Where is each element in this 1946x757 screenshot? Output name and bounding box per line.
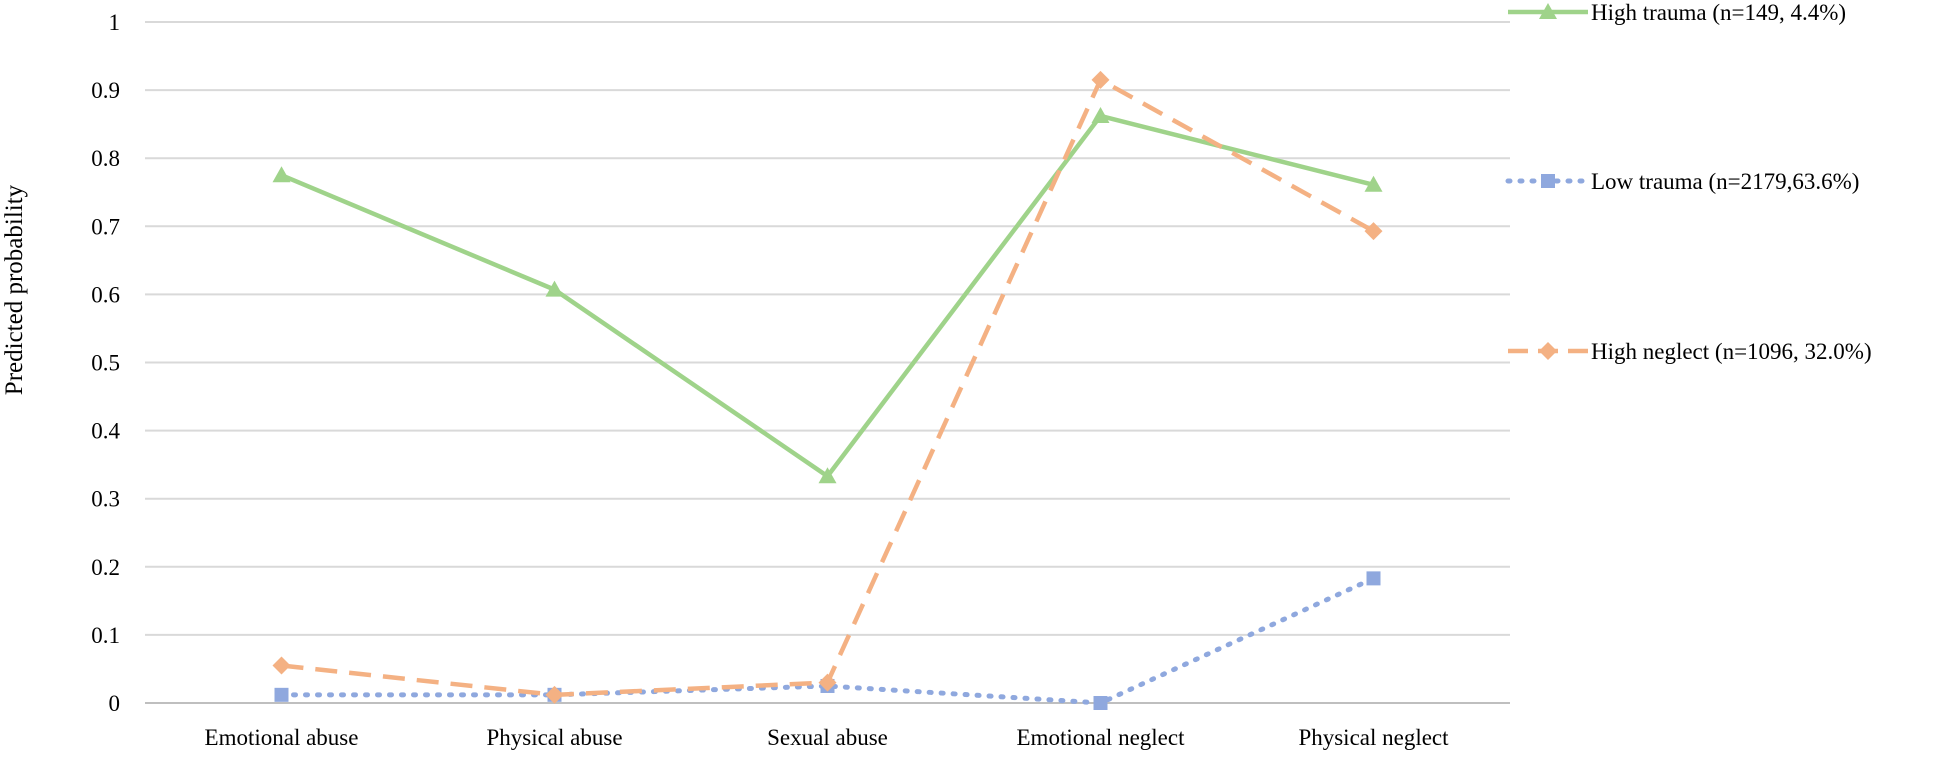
y-tick-label: 1 <box>109 10 121 35</box>
y-axis-title: Predicted probability <box>1 184 28 395</box>
data-point <box>818 673 837 692</box>
series-0 <box>272 106 1383 484</box>
y-tick-label: 0.2 <box>91 555 120 580</box>
y-tick-label: 0.8 <box>91 146 120 171</box>
series-line <box>281 77 1375 698</box>
legend-label: High trauma (n=149, 4.4%) <box>1591 0 1846 25</box>
data-point <box>1091 106 1110 123</box>
y-tick-label: 0 <box>109 691 121 716</box>
y-tick-label: 0.9 <box>91 78 120 103</box>
y-tick-label: 0.7 <box>91 214 120 239</box>
x-category-label: Physical neglect <box>1298 725 1449 750</box>
data-point <box>545 685 564 704</box>
data-point <box>1364 222 1383 241</box>
series-line <box>279 575 1376 706</box>
data-point <box>1366 571 1381 586</box>
data-point <box>1364 175 1383 192</box>
y-tick-label: 0.1 <box>91 623 120 648</box>
legend-label: Low trauma (n=2179,63.6%) <box>1591 169 1859 194</box>
legend-marker <box>1541 174 1555 188</box>
series-lines <box>272 70 1383 710</box>
data-point <box>1091 70 1110 89</box>
legend-item: Low trauma (n=2179,63.6%) <box>1505 169 1859 194</box>
legend-marker <box>1539 342 1557 360</box>
data-point <box>545 280 564 297</box>
data-point <box>274 687 289 702</box>
x-category-label: Emotional neglect <box>1017 725 1186 750</box>
series-line <box>280 113 1375 479</box>
data-point <box>1093 696 1108 710</box>
legend-item: High neglect (n=1096, 32.0%) <box>1508 339 1872 364</box>
legend-marker <box>1539 3 1557 19</box>
data-point <box>272 166 291 183</box>
series-2 <box>272 70 1383 704</box>
y-tick-label: 0.3 <box>91 487 120 512</box>
x-axis-categories: Emotional abuse Physical abuse Sexual abus… <box>205 725 1450 750</box>
x-category-label: Emotional abuse <box>205 725 359 750</box>
legend-item: High trauma (n=149, 4.4%) <box>1508 0 1846 25</box>
y-tick-label: 0.6 <box>91 282 120 307</box>
legend: High trauma (n=149, 4.4%) Low trauma (n=2… <box>1505 0 1872 364</box>
y-tick-label: 0.5 <box>91 351 120 376</box>
data-point <box>818 467 837 484</box>
x-category-label: Physical abuse <box>486 725 622 750</box>
legend-label: High neglect (n=1096, 32.0%) <box>1591 339 1872 364</box>
data-point <box>272 656 291 675</box>
x-category-label: Sexual abuse <box>767 725 888 750</box>
gridlines <box>145 21 1510 704</box>
y-tick-label: 0.4 <box>91 419 120 444</box>
y-axis-ticks: 0 0.1 0.2 0.3 0.4 0.5 0.6 0.7 0.8 0.9 1 <box>91 10 120 716</box>
